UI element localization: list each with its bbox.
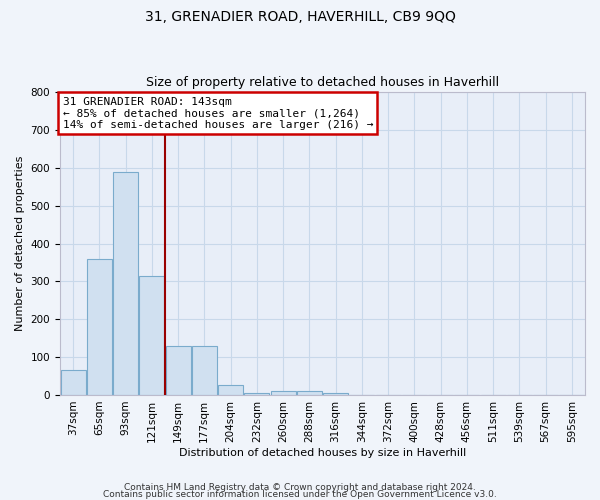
Bar (192, 346, 217, 395)
Bar (139, 276, 164, 395)
Title: Size of property relative to detached houses in Haverhill: Size of property relative to detached ho… (146, 76, 499, 90)
Bar (323, 393, 348, 395)
Bar (244, 393, 269, 395)
Bar (87, 258, 112, 395)
Bar (297, 391, 322, 395)
Bar (218, 386, 243, 395)
Text: Contains HM Land Registry data © Crown copyright and database right 2024.: Contains HM Land Registry data © Crown c… (124, 484, 476, 492)
Text: Contains public sector information licensed under the Open Government Licence v3: Contains public sector information licen… (103, 490, 497, 499)
Text: 31, GRENADIER ROAD, HAVERHILL, CB9 9QQ: 31, GRENADIER ROAD, HAVERHILL, CB9 9QQ (145, 10, 455, 24)
Bar (271, 391, 296, 395)
Bar (166, 346, 191, 395)
Bar (113, 172, 138, 395)
Text: 31 GRENADIER ROAD: 143sqm
← 85% of detached houses are smaller (1,264)
14% of se: 31 GRENADIER ROAD: 143sqm ← 85% of detac… (62, 96, 373, 130)
Bar (61, 370, 86, 395)
X-axis label: Distribution of detached houses by size in Haverhill: Distribution of detached houses by size … (179, 448, 466, 458)
Y-axis label: Number of detached properties: Number of detached properties (15, 156, 25, 331)
